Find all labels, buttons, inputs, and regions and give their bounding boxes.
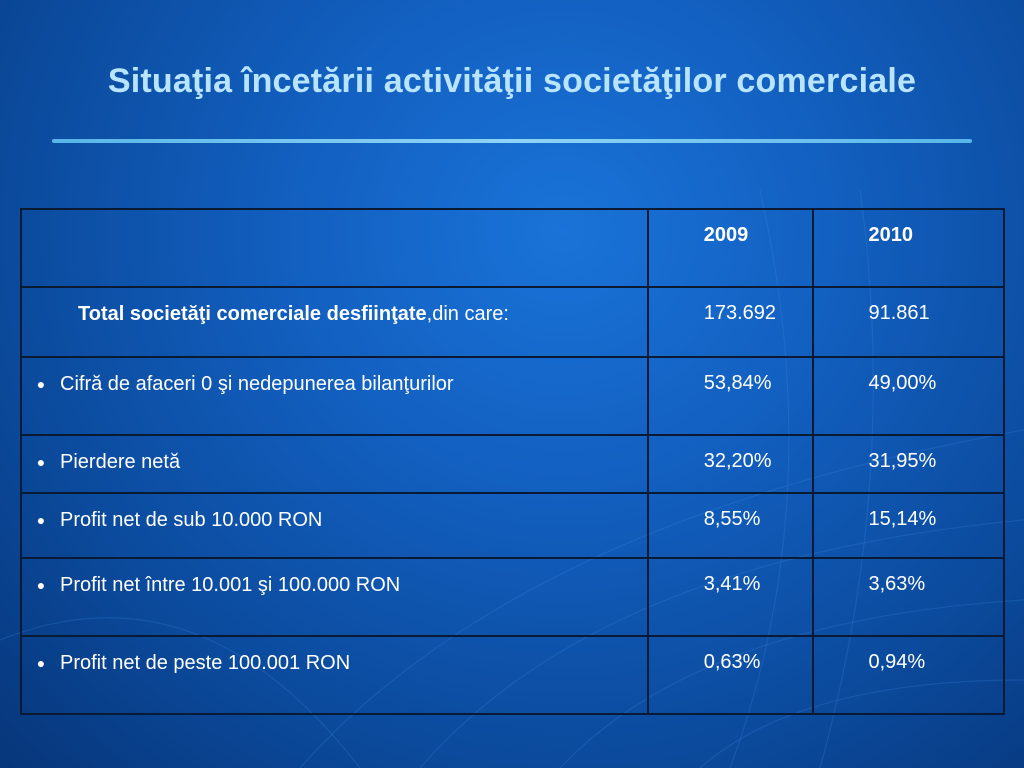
total-2010: 91.861	[868, 302, 930, 324]
row-label-text: Pierdere netă	[60, 451, 181, 473]
row-2010-cell: 3,63%	[812, 557, 1005, 637]
row-value-2010: 3,63%	[868, 573, 926, 595]
row-label-cell: ● Profit net de peste 100.001 RON	[20, 635, 649, 715]
table-row: ● Cifră de afaceri 0 şi nedepunerea bila…	[20, 356, 1005, 436]
total-label-rest: ,din care:	[426, 303, 509, 325]
row-label: ● Profit net de peste 100.001 RON	[22, 637, 647, 675]
table-row: ● Profit net între 10.001 şi 100.000 RON…	[20, 557, 1005, 637]
bullet-icon: ●	[36, 577, 46, 593]
bullet-icon: ●	[36, 376, 46, 392]
total-2009: 173.692	[703, 302, 777, 324]
row-label-cell: ● Profit net de sub 10.000 RON	[20, 492, 649, 559]
total-label: Total societăţi comerciale desfiinţate,d…	[22, 288, 647, 326]
row-2009-cell: 8,55%	[646, 492, 815, 559]
table-row-total: Total societăţi comerciale desfiinţate,d…	[20, 286, 1005, 358]
header-2010: 2010	[868, 224, 913, 246]
data-table: 2009 2010 Total societăţi comerciale des…	[20, 208, 1005, 715]
row-label: ● Cifră de afaceri 0 şi nedepunerea bila…	[22, 358, 647, 396]
row-label: ● Pierdere netă	[22, 436, 647, 474]
total-2010-cell: 91.861	[812, 286, 1005, 358]
row-label-cell: ● Profit net între 10.001 şi 100.000 RON	[20, 557, 649, 637]
row-label-cell: ● Pierdere netă	[20, 434, 649, 494]
bullet-icon: ●	[36, 454, 46, 470]
header-cell-2010: 2010	[812, 208, 1005, 288]
header-empty-cell	[20, 208, 649, 288]
row-2010-cell: 31,95%	[812, 434, 1005, 494]
title-underline	[52, 139, 972, 143]
row-2009-cell: 3,41%	[646, 557, 815, 637]
row-label-text: Cifră de afaceri 0 şi nedepunerea bilanţ…	[60, 373, 454, 395]
row-label-text: Profit net de sub 10.000 RON	[60, 509, 323, 531]
row-value-2009: 3,41%	[703, 573, 761, 595]
table-row: ● Pierdere netă 32,20% 31,95%	[20, 434, 1005, 494]
row-2009-cell: 32,20%	[646, 434, 815, 494]
table-header-row: 2009 2010	[20, 208, 1005, 288]
total-label-bold: Total societăţi comerciale desfiinţate	[78, 303, 427, 325]
table-row: ● Profit net de peste 100.001 RON 0,63% …	[20, 635, 1005, 715]
bullet-icon: ●	[36, 512, 46, 528]
header-cell-2009: 2009	[646, 208, 815, 288]
row-value-2010: 49,00%	[868, 372, 937, 394]
row-value-2009: 0,63%	[703, 651, 761, 673]
slide-title: Situaţia încetării activităţii societăţi…	[107, 62, 917, 100]
row-value-2009: 32,20%	[703, 450, 772, 472]
row-label: ● Profit net de sub 10.000 RON	[22, 494, 647, 532]
row-label-text: Profit net de peste 100.001 RON	[60, 652, 351, 674]
table-row: ● Profit net de sub 10.000 RON 8,55% 15,…	[20, 492, 1005, 559]
row-value-2009: 53,84%	[703, 372, 772, 394]
row-label-text: Profit net între 10.001 şi 100.000 RON	[60, 574, 401, 596]
row-2009-cell: 0,63%	[646, 635, 815, 715]
row-label-cell: ● Cifră de afaceri 0 şi nedepunerea bila…	[20, 356, 649, 436]
row-value-2009: 8,55%	[703, 508, 761, 530]
row-value-2010: 15,14%	[868, 508, 937, 530]
bullet-icon: ●	[36, 655, 46, 671]
row-2009-cell: 53,84%	[646, 356, 815, 436]
total-label-cell: Total societăţi comerciale desfiinţate,d…	[20, 286, 649, 358]
row-2010-cell: 15,14%	[812, 492, 1005, 559]
row-value-2010: 31,95%	[868, 450, 937, 472]
header-2009: 2009	[703, 224, 749, 246]
row-2010-cell: 49,00%	[812, 356, 1005, 436]
row-value-2010: 0,94%	[868, 651, 926, 673]
row-label: ● Profit net între 10.001 şi 100.000 RON	[22, 559, 647, 597]
total-2009-cell: 173.692	[646, 286, 815, 358]
row-2010-cell: 0,94%	[812, 635, 1005, 715]
